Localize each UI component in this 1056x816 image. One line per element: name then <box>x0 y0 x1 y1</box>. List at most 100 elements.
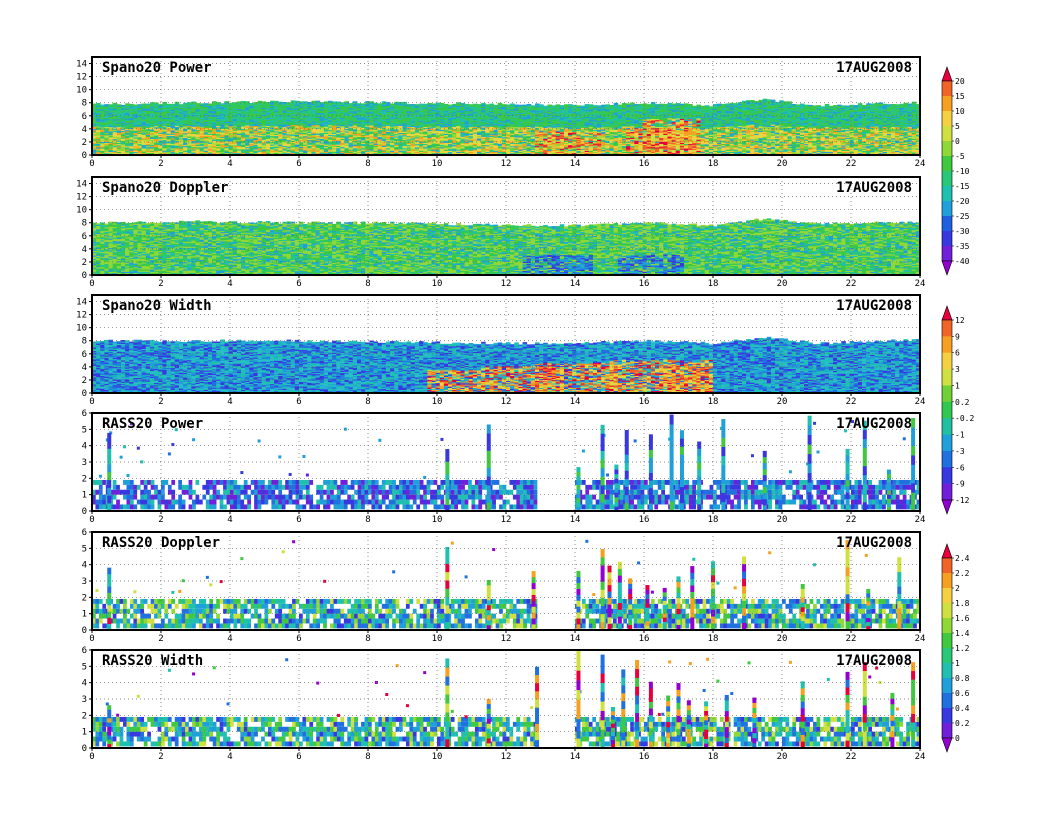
colorbar-segment <box>942 385 952 403</box>
x-tick-label: 10 <box>432 515 443 525</box>
colorbar-label: 6 <box>955 349 960 358</box>
y-tick-label: 4 <box>82 679 87 689</box>
x-tick-label: 2 <box>158 752 163 762</box>
x-tick-label: 2 <box>158 279 163 289</box>
y-tick-label: 4 <box>82 125 87 135</box>
colorbar-label: -20 <box>955 197 970 206</box>
panel-title: Spano20 Power <box>102 60 212 76</box>
colorbar-label: 20 <box>955 77 965 86</box>
y-tick-label: 6 <box>82 112 87 122</box>
x-tick-label: 6 <box>296 397 301 407</box>
y-tick-label: 0 <box>82 626 87 636</box>
y-tick-label: 4 <box>82 245 87 255</box>
colorbar-segment <box>942 648 952 664</box>
x-tick-label: 10 <box>432 159 443 169</box>
x-tick-label: 2 <box>158 397 163 407</box>
colorbar-label: 0 <box>955 734 960 743</box>
y-tick-label: 3 <box>82 458 87 468</box>
colorbar-label: 0.6 <box>955 689 970 698</box>
colorbar-label: 1.2 <box>955 644 970 653</box>
y-tick-label: 12 <box>76 311 87 321</box>
y-tick-label: 3 <box>82 577 87 587</box>
y-tick-label: 4 <box>82 363 87 373</box>
panel-date: 17AUG2008 <box>836 298 912 314</box>
colorbar-segment <box>942 633 952 649</box>
colorbar-label: -25 <box>955 212 970 221</box>
colorbar-segment <box>942 418 952 435</box>
x-tick-label: 0 <box>89 634 94 644</box>
colorbar-label: 1.4 <box>955 629 970 638</box>
y-tick-label: 10 <box>76 324 87 334</box>
x-tick-label: 24 <box>915 159 926 169</box>
colorbar-segment <box>942 231 952 247</box>
x-tick-label: 16 <box>639 397 650 407</box>
panel-grid <box>92 649 920 748</box>
colorbar-label: 15 <box>955 92 965 101</box>
y-tick-label: 2 <box>82 593 87 603</box>
colorbar-label: -12 <box>955 496 970 505</box>
x-tick-label: 22 <box>846 279 857 289</box>
y-tick-label: 10 <box>76 206 87 216</box>
y-tick-label: 1 <box>82 728 87 738</box>
colorbar-label: -30 <box>955 227 970 236</box>
y-tick-label: 1 <box>82 610 87 620</box>
x-tick-label: 0 <box>89 752 94 762</box>
x-tick-label: 18 <box>708 752 719 762</box>
colorbar-segment <box>942 401 952 419</box>
panel-data <box>92 218 920 275</box>
x-tick-label: 12 <box>501 397 512 407</box>
x-tick-label: 16 <box>639 634 650 644</box>
colorbar-segment <box>942 186 952 202</box>
colorbar-segment <box>942 618 952 634</box>
panel-grid <box>92 412 920 511</box>
x-tick-label: 6 <box>296 159 301 169</box>
panel-data <box>92 414 920 511</box>
colorbar-power: 20 15 10 5 0 -5 -10 -15 -20 -25 -30 -35 -40 <box>941 66 970 276</box>
colorbar-width: 12 9 6 3 1 0.2 -0.2 -1 -3 -6 -9 -12 <box>941 305 974 515</box>
colorbar-segment <box>942 352 952 370</box>
panel-date: 17AUG2008 <box>836 416 912 432</box>
colorbar-label: -6 <box>955 463 965 472</box>
x-tick-label: 0 <box>89 515 94 525</box>
colorbar-label: 10 <box>955 107 965 116</box>
colorbar-label: 0.2 <box>955 719 970 728</box>
colorbar-segment <box>942 450 952 468</box>
colorbar-segment <box>942 320 952 337</box>
x-tick-label: 24 <box>915 752 926 762</box>
x-tick-label: 24 <box>915 279 926 289</box>
panel-date: 17AUG2008 <box>836 180 912 196</box>
x-tick-label: 20 <box>777 279 788 289</box>
x-tick-label: 10 <box>432 752 443 762</box>
y-tick-label: 14 <box>76 180 87 190</box>
x-tick-label: 6 <box>296 752 301 762</box>
colorbar-doppler: 2.4 2.2 2 1.8 1.6 1.4 1.2 1 0.8 0.6 0.4 0.2 0 <box>941 543 970 753</box>
x-tick-label: 8 <box>365 279 370 289</box>
x-tick-label: 16 <box>639 515 650 525</box>
x-tick-label: 8 <box>365 515 370 525</box>
colorbar-segment <box>942 126 952 142</box>
colorbar-label: -5 <box>955 152 965 161</box>
x-tick-label: 4 <box>227 159 232 169</box>
x-tick-label: 2 <box>158 159 163 169</box>
y-tick-label: 2 <box>82 376 87 386</box>
y-tick-label: 8 <box>82 99 87 109</box>
x-tick-label: 22 <box>846 752 857 762</box>
colorbar-label: -15 <box>955 182 970 191</box>
x-tick-label: 18 <box>708 159 719 169</box>
colorbar-segment <box>942 171 952 187</box>
colorbar-label: 1 <box>955 659 960 668</box>
y-tick-label: 5 <box>82 425 87 435</box>
panel-grid <box>92 57 920 155</box>
colorbar-segment <box>942 573 952 589</box>
colorbar-top-arrow <box>941 305 953 321</box>
colorbar-segment <box>942 588 952 604</box>
x-tick-label: 4 <box>227 397 232 407</box>
panel-title: RASS20 Power <box>102 416 203 432</box>
